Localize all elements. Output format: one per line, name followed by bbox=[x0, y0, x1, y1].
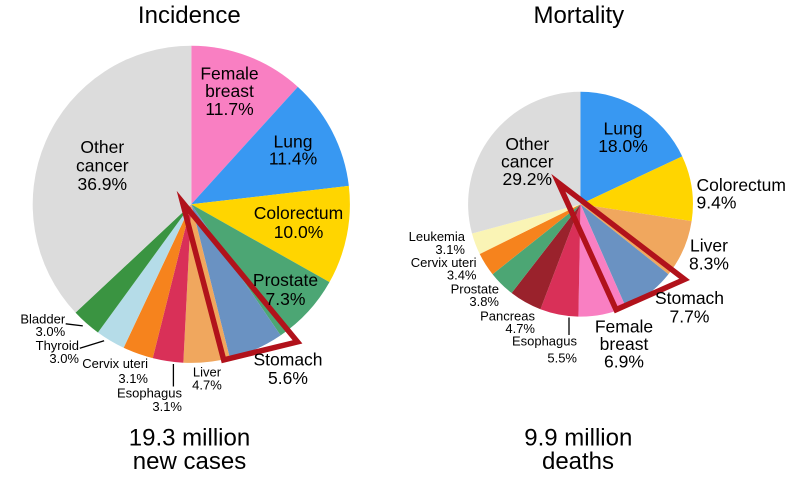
svg-text:3.0%: 3.0% bbox=[36, 324, 66, 339]
svg-text:3.8%: 3.8% bbox=[469, 294, 499, 309]
svg-text:8.3%: 8.3% bbox=[689, 254, 729, 274]
svg-text:Liver: Liver bbox=[690, 236, 728, 256]
svg-text:Female: Female bbox=[200, 64, 258, 84]
svg-text:Liver: Liver bbox=[193, 365, 222, 380]
svg-text:Mortality: Mortality bbox=[533, 2, 624, 29]
svg-text:18.0%: 18.0% bbox=[598, 136, 648, 156]
svg-text:Thyroid: Thyroid bbox=[36, 338, 79, 353]
svg-text:Esophagus: Esophagus bbox=[512, 334, 578, 349]
svg-text:3.4%: 3.4% bbox=[447, 268, 477, 283]
svg-text:Cervix uteri: Cervix uteri bbox=[411, 255, 477, 270]
svg-text:Pancreas: Pancreas bbox=[480, 309, 535, 324]
svg-text:Stomach: Stomach bbox=[253, 350, 322, 370]
svg-text:9.4%: 9.4% bbox=[697, 193, 737, 213]
svg-text:Esophagus: Esophagus bbox=[117, 386, 183, 401]
svg-text:cancer: cancer bbox=[76, 156, 129, 176]
svg-text:Other: Other bbox=[505, 134, 549, 154]
svg-text:Prostate: Prostate bbox=[451, 282, 499, 297]
svg-text:5.6%: 5.6% bbox=[268, 368, 308, 388]
svg-text:19.3 million: 19.3 million bbox=[129, 424, 250, 451]
svg-text:3.1%: 3.1% bbox=[435, 242, 465, 257]
svg-text:6.9%: 6.9% bbox=[604, 352, 644, 372]
svg-text:11.4%: 11.4% bbox=[269, 149, 317, 169]
svg-text:11.7%: 11.7% bbox=[205, 99, 253, 119]
svg-text:breast: breast bbox=[205, 81, 254, 101]
svg-text:Lung: Lung bbox=[274, 132, 313, 152]
svg-text:3.0%: 3.0% bbox=[49, 351, 79, 366]
svg-text:Other: Other bbox=[80, 137, 124, 157]
svg-text:new cases: new cases bbox=[133, 448, 246, 475]
svg-text:Bladder: Bladder bbox=[20, 312, 65, 327]
svg-text:Cervix uteri: Cervix uteri bbox=[82, 356, 148, 371]
svg-text:Incidence: Incidence bbox=[138, 2, 241, 29]
svg-text:Leukemia: Leukemia bbox=[409, 229, 466, 244]
svg-text:36.9%: 36.9% bbox=[77, 174, 127, 194]
svg-text:3.1%: 3.1% bbox=[118, 371, 148, 386]
svg-text:5.5%: 5.5% bbox=[547, 350, 577, 365]
svg-text:4.7%: 4.7% bbox=[192, 378, 222, 393]
svg-text:Lung: Lung bbox=[604, 119, 643, 139]
svg-text:7.7%: 7.7% bbox=[670, 307, 710, 327]
svg-text:Colorectum: Colorectum bbox=[254, 203, 343, 223]
svg-text:7.3%: 7.3% bbox=[266, 289, 306, 309]
svg-text:breast: breast bbox=[600, 334, 649, 354]
svg-text:3.1%: 3.1% bbox=[152, 399, 182, 414]
svg-text:Prostate: Prostate bbox=[253, 270, 318, 290]
svg-text:cancer: cancer bbox=[501, 152, 554, 172]
svg-text:29.2%: 29.2% bbox=[502, 169, 552, 189]
svg-text:9.9 million: 9.9 million bbox=[524, 424, 632, 451]
svg-text:10.0%: 10.0% bbox=[274, 222, 324, 242]
svg-text:4.7%: 4.7% bbox=[505, 321, 535, 336]
svg-text:Colorectum: Colorectum bbox=[697, 175, 786, 195]
svg-text:deaths: deaths bbox=[542, 448, 614, 475]
svg-text:Female: Female bbox=[595, 316, 653, 336]
svg-text:Stomach: Stomach bbox=[655, 288, 724, 308]
